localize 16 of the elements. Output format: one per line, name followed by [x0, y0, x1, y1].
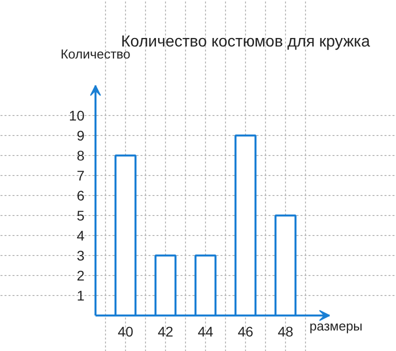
x-tick-label: 40 — [118, 324, 134, 340]
y-tick-label: 3 — [76, 248, 85, 264]
y-tick-label: 10 — [68, 108, 85, 124]
y-tick-label: 4 — [76, 228, 85, 244]
x-tick-label: 48 — [278, 324, 294, 340]
x-axis-title: размеры — [310, 318, 363, 334]
x-tick-label: 44 — [198, 324, 214, 340]
y-tick-label: 1 — [76, 288, 85, 304]
y-tick-label: 7 — [76, 168, 85, 184]
y-tick-label: 6 — [76, 188, 85, 204]
x-tick-label: 42 — [158, 324, 174, 340]
y-tick-label: 2 — [76, 268, 85, 284]
x-tick-label: 46 — [238, 324, 254, 340]
y-tick-label: 9 — [76, 128, 85, 144]
y-tick-label: 8 — [76, 148, 85, 164]
y-tick-label: 5 — [76, 208, 85, 224]
